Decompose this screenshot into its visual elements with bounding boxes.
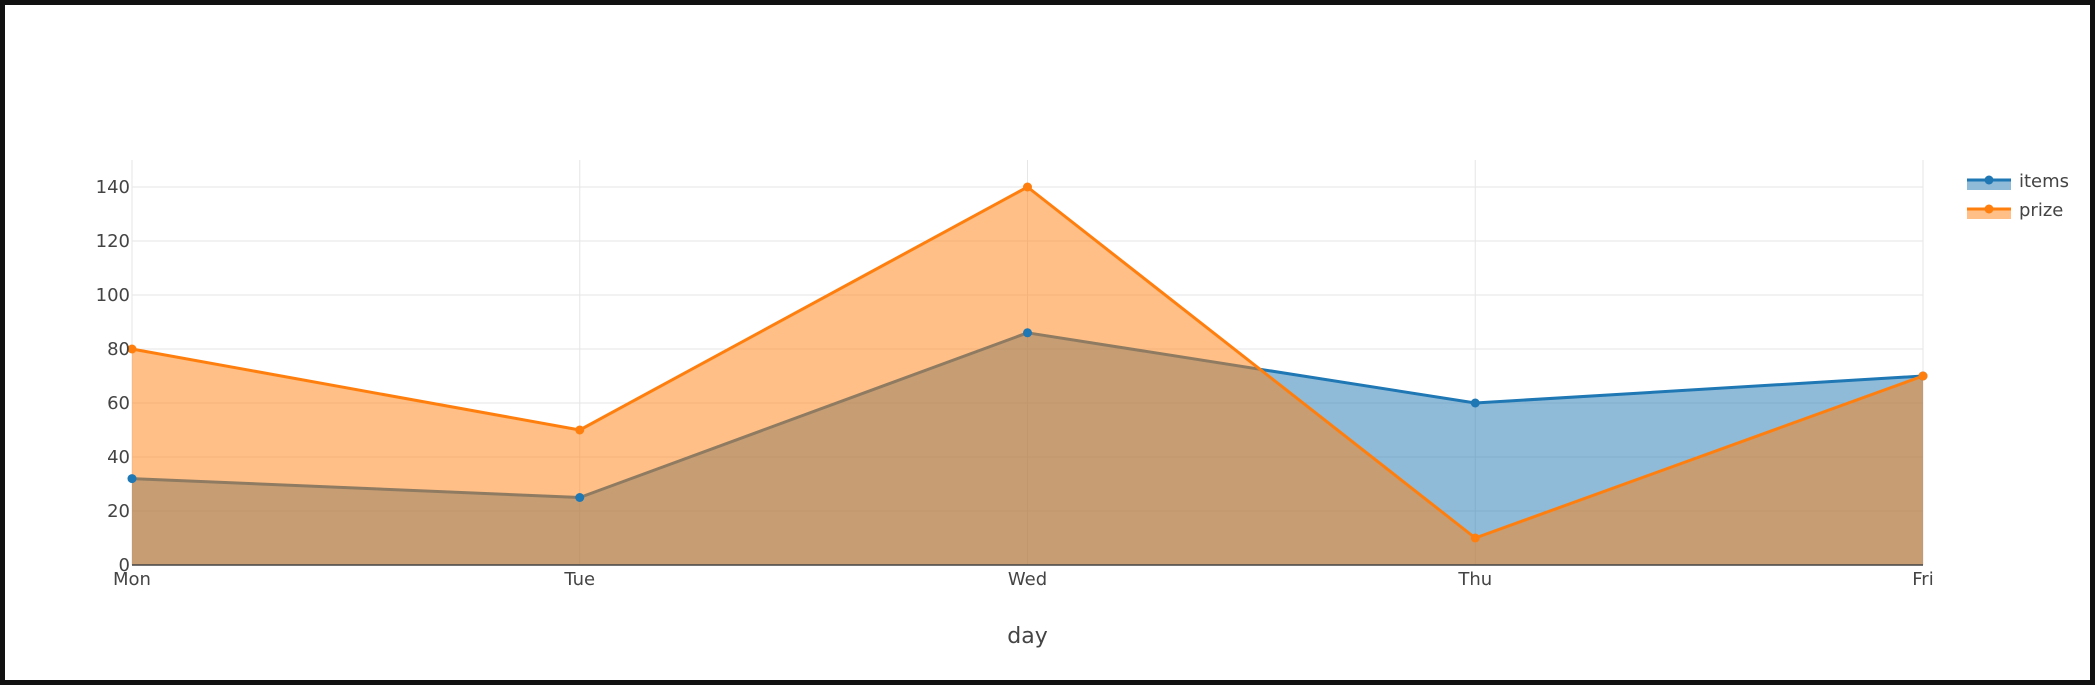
y-tick-label: 40 [107,447,130,468]
x-tick-label: Fri [1912,569,1933,590]
legend-marker [1984,204,1994,214]
y-tick-label: 20 [107,501,130,522]
legend-marker [1984,175,1994,185]
point-items-Mon [127,474,137,484]
x-tick-label: Mon [113,569,151,590]
point-items-Wed [1023,328,1032,338]
legend-item-prize[interactable]: prize [1967,200,2063,221]
point-prize-Tue [575,425,585,435]
y-tick-label: 100 [96,285,130,306]
legend-swatch [1967,180,2011,190]
label-layer: 0 20 40 60 80 100 120 140 Mon Tue Wed Thu Fri day [96,177,1934,649]
marker-layer [127,182,1928,543]
legend-label: items [2019,171,2069,192]
x-axis-title: day [1007,624,1047,649]
x-tick-label: Thu [1457,569,1492,590]
point-items-Tue [575,493,585,502]
point-prize-Fri [1918,371,1928,381]
legend-label: prize [2019,200,2063,221]
y-tick-label: 60 [107,393,130,414]
legend-item-items[interactable]: items [1967,171,2069,192]
area-layer [131,185,1924,565]
point-prize-Mon [127,344,137,354]
point-items-Thu [1470,398,1480,408]
y-tick-label: 80 [107,339,130,360]
legend-swatch [1967,209,2011,219]
y-tick-label: 120 [96,231,130,252]
x-tick-label: Tue [563,569,595,590]
point-prize-Thu [1470,533,1480,543]
x-tick-label: Wed [1008,569,1047,590]
point-prize-Wed [1023,182,1032,192]
area-prize [132,187,1923,565]
y-tick-label: 0 [119,555,130,576]
area-chart: 0 20 40 60 80 100 120 140 Mon Tue Wed Thu Fri day ite… [96,160,2069,649]
legend: items prize [1967,171,2069,221]
y-tick-label: 140 [96,177,130,198]
